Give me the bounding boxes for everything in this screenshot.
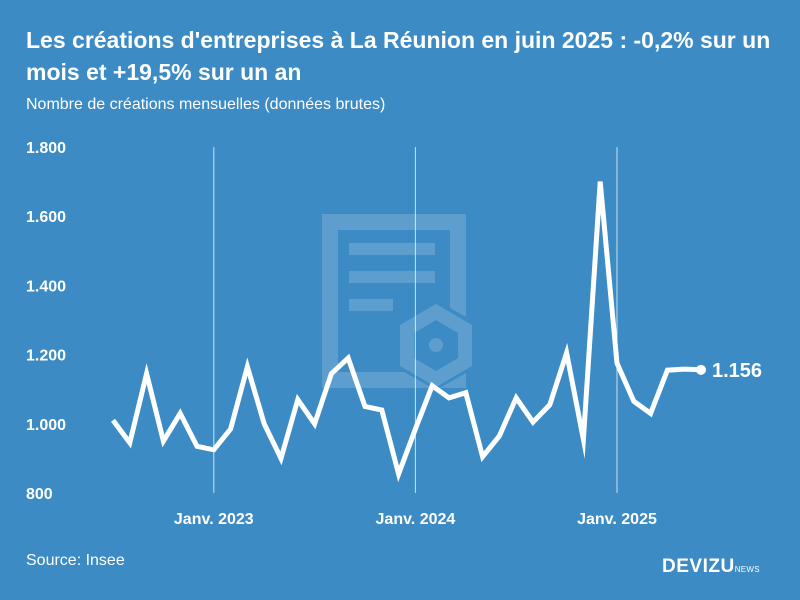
y-tick-label-2: 1.200	[26, 348, 66, 365]
brand-subtitle: NEWS	[734, 565, 760, 574]
chart-title: Les créations d'entreprises à La Réunion…	[26, 27, 771, 85]
x-tick-label-2: Janv. 2025	[577, 511, 657, 528]
series-line	[110, 181, 702, 483]
y-tick-label-4: 1.600	[26, 209, 66, 226]
source-note: Source: Insee	[26, 552, 125, 569]
document-gear-icon	[322, 214, 475, 390]
last-point-marker	[696, 364, 706, 375]
last-value-label: 1.156	[712, 360, 762, 382]
x-tick-label-1: Janv. 2024	[376, 511, 456, 528]
y-tick-label-0: 800	[26, 486, 53, 503]
brand-logo: DEVIZUNEWS	[662, 556, 760, 578]
chart-subtitle: Nombre de créations mensuelles (données …	[26, 96, 386, 113]
y-tick-label-3: 1.400	[26, 278, 66, 295]
x-tick-label-0: Janv. 2023	[174, 511, 254, 528]
brand-name: DEVIZU	[662, 556, 735, 577]
y-tick-label-5: 1.800	[26, 140, 66, 157]
y-tick-label-1: 1.000	[26, 417, 66, 434]
